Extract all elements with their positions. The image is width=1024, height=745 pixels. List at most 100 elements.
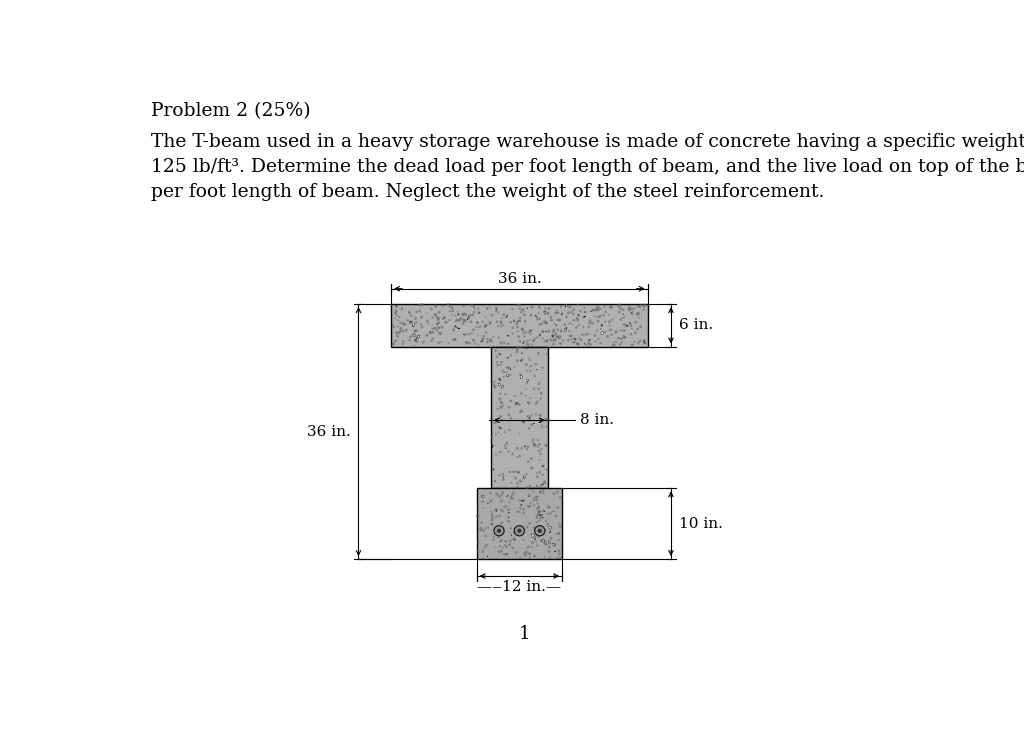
Point [529, 539, 546, 551]
Point [535, 421, 551, 433]
Point [503, 491, 519, 503]
Point [519, 522, 536, 533]
Point [423, 335, 439, 347]
Point [551, 548, 567, 560]
Point [485, 331, 502, 343]
Point [623, 320, 639, 332]
Point [547, 329, 563, 340]
Point [512, 506, 528, 518]
Point [542, 521, 558, 533]
Point [424, 311, 440, 323]
Point [535, 469, 551, 481]
Point [391, 311, 408, 323]
Polygon shape [480, 340, 483, 342]
Point [498, 548, 514, 560]
Point [498, 443, 514, 454]
Point [477, 320, 494, 332]
Point [529, 522, 546, 534]
Point [529, 481, 546, 492]
Point [447, 315, 464, 327]
Point [612, 333, 629, 345]
Point [560, 334, 577, 346]
Point [475, 502, 492, 514]
Point [517, 549, 534, 561]
Point [523, 453, 540, 465]
Polygon shape [541, 484, 544, 485]
Point [438, 316, 455, 328]
Point [493, 315, 509, 327]
Point [393, 323, 410, 335]
Polygon shape [517, 320, 520, 322]
Point [484, 509, 501, 521]
Point [537, 305, 553, 317]
Point [447, 310, 464, 322]
Point [500, 337, 516, 349]
Point [572, 334, 589, 346]
Point [523, 462, 540, 474]
Bar [391, 304, 648, 346]
Point [590, 315, 606, 327]
Point [495, 474, 511, 486]
Point [428, 301, 444, 313]
Point [414, 321, 430, 333]
Point [538, 439, 554, 451]
Point [507, 390, 523, 402]
Point [479, 336, 496, 348]
Polygon shape [500, 378, 501, 380]
Polygon shape [523, 341, 524, 343]
Point [392, 317, 409, 329]
Polygon shape [626, 325, 628, 327]
Point [509, 451, 525, 463]
Point [627, 302, 643, 314]
Point [624, 323, 640, 335]
Point [388, 327, 404, 339]
Point [523, 419, 540, 431]
Point [588, 335, 604, 347]
Point [513, 443, 529, 454]
Point [582, 314, 598, 326]
Point [555, 335, 571, 346]
Point [535, 326, 551, 337]
Point [523, 360, 540, 372]
Point [550, 552, 566, 564]
Point [444, 305, 461, 317]
Point [425, 326, 441, 338]
Point [475, 524, 492, 536]
Point [483, 309, 500, 321]
Point [413, 318, 429, 330]
Polygon shape [528, 495, 530, 497]
Point [539, 348, 555, 360]
Point [509, 344, 525, 356]
Point [408, 325, 424, 337]
Point [537, 335, 553, 347]
Point [605, 340, 622, 352]
Point [620, 320, 636, 332]
Point [487, 305, 504, 317]
Point [495, 486, 511, 498]
Point [546, 324, 562, 336]
Point [509, 346, 525, 358]
Point [563, 306, 580, 318]
Point [487, 381, 504, 393]
Point [488, 503, 505, 515]
Text: per foot length of beam. Neglect the weight of the steel reinforcement.: per foot length of beam. Neglect the wei… [152, 183, 824, 200]
Polygon shape [457, 328, 460, 329]
Point [587, 304, 603, 316]
Point [636, 300, 652, 312]
Polygon shape [490, 523, 493, 525]
Point [595, 309, 611, 321]
Point [538, 538, 554, 550]
Point [515, 494, 531, 506]
Point [591, 302, 607, 314]
Polygon shape [532, 423, 535, 424]
Point [482, 317, 499, 329]
Point [570, 319, 587, 331]
Polygon shape [506, 315, 508, 318]
Text: Problem 2 (25%): Problem 2 (25%) [152, 103, 311, 121]
Point [527, 358, 544, 370]
Point [530, 383, 547, 395]
Point [529, 471, 546, 483]
Point [548, 327, 564, 339]
Point [495, 542, 511, 554]
Polygon shape [524, 446, 525, 447]
